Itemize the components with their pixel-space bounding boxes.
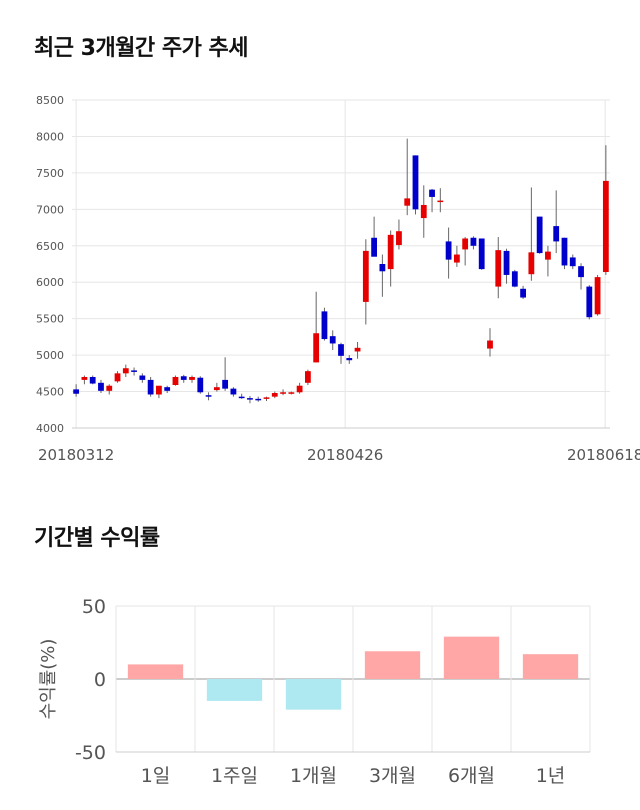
candle-body [511,271,518,287]
candle-body [238,396,245,399]
candle-body [156,385,162,395]
candle-body [371,237,378,257]
candle-body [478,238,485,270]
x-tick-label: 1개월 [290,765,337,787]
candle-body [205,395,212,397]
y-tick-label: 4000 [36,422,64,435]
candle-body [536,216,543,254]
candle-body [520,288,526,298]
x-tick-label: 3개월 [369,765,416,787]
x-tick-label: 6개월 [448,765,495,787]
candle-body [354,347,361,352]
candle-body [594,277,601,315]
candle-body [528,252,535,275]
candle-body [180,376,187,380]
x-tick-label: 1주일 [211,765,258,787]
candle-body [396,231,402,246]
candle-body [487,340,493,349]
y-tick-label: 0 [94,669,106,691]
candle-body [379,264,386,272]
y-axis-label: 수익률(%) [38,639,59,720]
returns-chart-title: 기간별 수익률 [34,526,160,551]
y-tick-label: 6500 [36,240,64,253]
return-bar [443,636,500,679]
candle-body [445,241,452,260]
y-tick-label: 50 [82,596,106,618]
candle-body [197,377,204,393]
candle-body [288,392,295,394]
candle-body [222,379,229,389]
candle-body [313,333,320,363]
candle-body [602,180,609,273]
return-bar [285,679,342,710]
candle-body [329,336,336,344]
candle-body [230,388,237,395]
candle-body [255,398,262,401]
y-tick-label: 4500 [36,386,64,399]
candle-body [429,189,435,197]
candle-body [545,251,551,260]
candle-body [147,379,154,395]
candle-body [114,373,121,382]
candle-body [561,237,568,266]
candle-body [139,375,146,380]
x-tick-label: 1년 [536,765,566,787]
return-bar [522,654,579,679]
candle-body [420,204,427,219]
returns-bar-chart: 50 0 -50 수익률(%) 1일 1주일 1개월 3개월 6개월 1년 [38,596,591,787]
price-chart-title: 최근 3개월간 주가 추세 [34,36,248,61]
candle-body [569,257,576,267]
candle-body [578,266,584,278]
candle-body [437,200,444,203]
candle-body [470,237,477,246]
candle-body [98,382,104,391]
x-tick-label: 20180618 [567,446,640,464]
candle-body [131,370,137,372]
return-bar [206,679,263,701]
x-tick-label: 20180426 [307,446,383,464]
x-tick-label: 20180312 [38,446,114,464]
y-tick-label: 8500 [36,94,64,107]
y-tick-label: -50 [75,742,106,764]
candle-body [73,389,80,394]
y-tick-label: 8000 [36,130,64,143]
y-tick-label: 7500 [36,167,64,180]
candle-body [304,371,311,383]
candle-body [553,226,560,242]
candle-body [404,198,411,206]
candle-body [412,155,419,210]
return-bar [364,651,421,679]
candle-body [89,376,96,384]
y-tick-label: 7000 [36,203,64,216]
candle-body [280,392,286,394]
candle-body [172,376,179,385]
candle-body [453,254,460,263]
candle-body [213,387,220,391]
candle-body [362,250,369,302]
y-tick-label: 5000 [36,349,64,362]
candle-body [81,376,88,380]
candle-body [495,250,502,287]
y-tick-label: 5500 [36,313,64,326]
candle-body [346,358,353,361]
candle-body [296,385,303,393]
x-tick-label: 1일 [141,765,171,787]
candle-body [122,368,129,374]
return-bar [127,664,184,679]
candle-body [263,397,270,399]
candle-body [164,387,171,391]
candle-body [106,385,113,391]
candle-body [271,393,278,397]
candle-body [321,311,328,340]
y-tick-label: 6000 [36,276,64,289]
candle-body [338,344,344,356]
candle-body [387,234,394,270]
candlestick-chart: 4000 4500 5000 5500 6000 6500 7000 7500 8000 8500… [36,94,640,464]
candle-body [462,238,469,250]
candle-body [247,398,253,400]
candle-body [586,286,593,318]
candle-body [189,376,195,380]
candle-body [503,250,510,275]
